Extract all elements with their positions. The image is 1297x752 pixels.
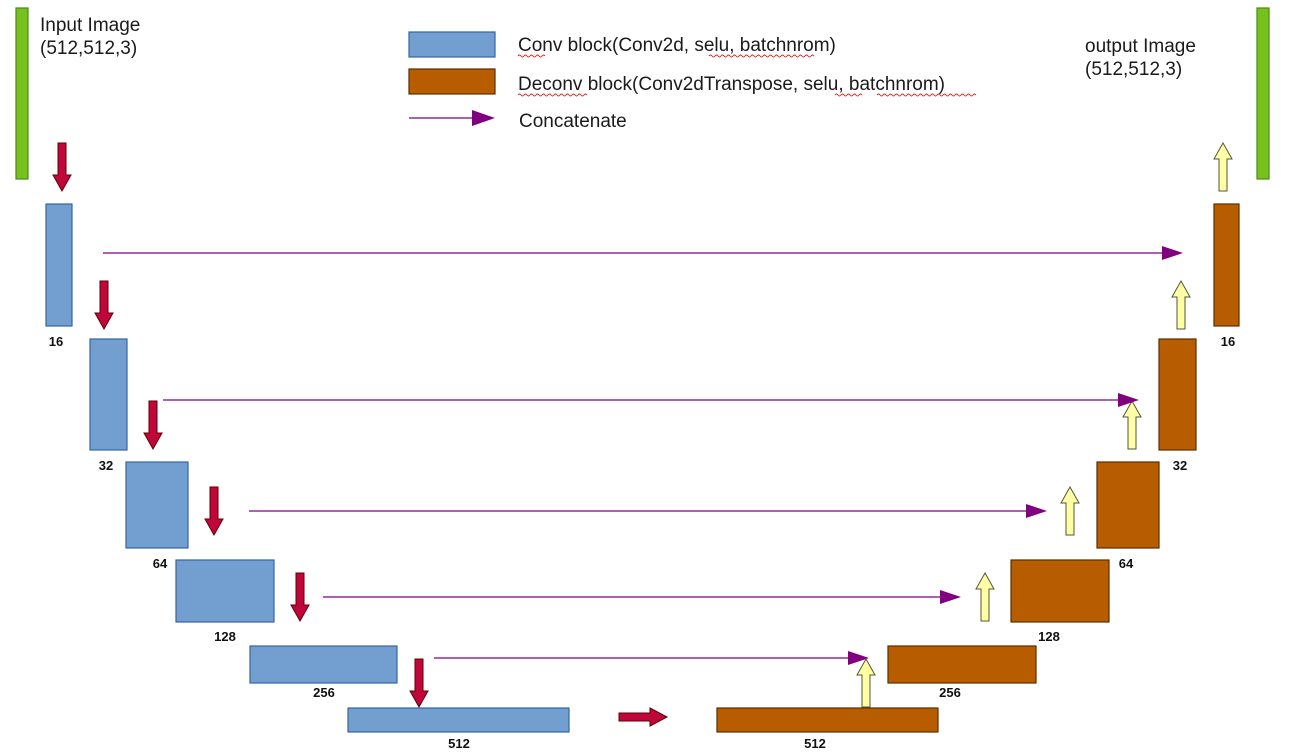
- encoder-channel-label: 16: [49, 334, 63, 349]
- down-arrow-icon: [143, 400, 163, 451]
- decoder-block-512: [716, 707, 939, 733]
- legend-conv-label: Conv block(Conv2d, selu, batchnrom): [518, 35, 836, 56]
- legend-deconv-swatch: [408, 68, 496, 95]
- up-arrow-icon: [1213, 141, 1233, 192]
- decoder-channel-label: 64: [1119, 556, 1134, 571]
- encoder-block-128: [175, 559, 275, 623]
- concat-arrowhead: [1026, 504, 1047, 518]
- down-arrow-icon: [94, 280, 114, 331]
- up-arrow-icon: [975, 571, 995, 622]
- bottleneck-right-arrow-icon: [618, 707, 669, 727]
- decoder-block-128: [1010, 559, 1110, 623]
- up-arrow-icon: [1060, 485, 1080, 536]
- output-image-title: output Image: [1085, 36, 1196, 57]
- output-image-shape: (512,512,3): [1085, 59, 1182, 80]
- decoder-channel-label: 16: [1221, 334, 1235, 349]
- skip-connections: [103, 246, 1183, 665]
- encoder-block-256: [249, 645, 398, 684]
- downsample-arrows: [52, 142, 429, 709]
- decoder-block-256: [887, 645, 1037, 684]
- decoder: 16 32 64 128 256 512: [716, 203, 1240, 751]
- decoder-channel-label: 512: [804, 736, 826, 751]
- legend-conv-swatch: [408, 31, 496, 58]
- encoder-channel-label: 512: [448, 736, 470, 751]
- down-arrow-icon: [409, 658, 429, 709]
- legend-deconv-label: Deconv block(Conv2dTranspose, selu, batc…: [518, 74, 945, 95]
- encoder-channel-label: 128: [214, 629, 236, 644]
- spellcheck-underline: [517, 54, 815, 58]
- decoder-channel-label: 128: [1038, 629, 1060, 644]
- decoder-block-64: [1096, 461, 1160, 549]
- encoder-channel-label: 32: [99, 458, 113, 473]
- encoder-block-64: [125, 461, 189, 549]
- up-arrow-icon: [856, 657, 876, 708]
- upsample-arrows: [856, 141, 1233, 708]
- encoder: 16 32 64 128 256 512: [45, 203, 570, 751]
- decoder-channel-label: 32: [1173, 458, 1187, 473]
- up-arrow-icon: [1171, 279, 1191, 330]
- encoder-channel-label: 256: [313, 685, 335, 700]
- input-image-bar: [15, 7, 29, 180]
- encoder-channel-label: 64: [153, 556, 168, 571]
- output-image-bar: [1256, 7, 1270, 180]
- concat-arrowhead: [940, 590, 961, 604]
- legend: Conv block(Conv2d, selu, batchnrom) Deco…: [408, 31, 977, 132]
- spellcheck-underline: [517, 93, 977, 97]
- concat-arrowhead: [1162, 246, 1183, 260]
- up-arrow-icon: [1122, 399, 1142, 450]
- down-arrow-icon: [52, 142, 72, 193]
- legend-concat-arrowhead: [472, 110, 495, 126]
- encoder-block-32: [89, 338, 128, 451]
- down-arrow-icon: [204, 486, 224, 537]
- decoder-block-32: [1158, 338, 1197, 451]
- down-arrow-icon: [290, 572, 310, 623]
- decoder-block-16: [1213, 203, 1240, 327]
- encoder-block-16: [45, 203, 73, 327]
- concat-arrowhead: [1118, 393, 1139, 407]
- concat-arrowhead: [848, 651, 869, 665]
- input-image-shape: (512,512,3): [40, 38, 137, 59]
- decoder-channel-label: 256: [939, 685, 961, 700]
- input-image-title: Input Image: [40, 15, 140, 36]
- encoder-block-512: [347, 707, 570, 733]
- legend-concat-label: Concatenate: [519, 111, 627, 132]
